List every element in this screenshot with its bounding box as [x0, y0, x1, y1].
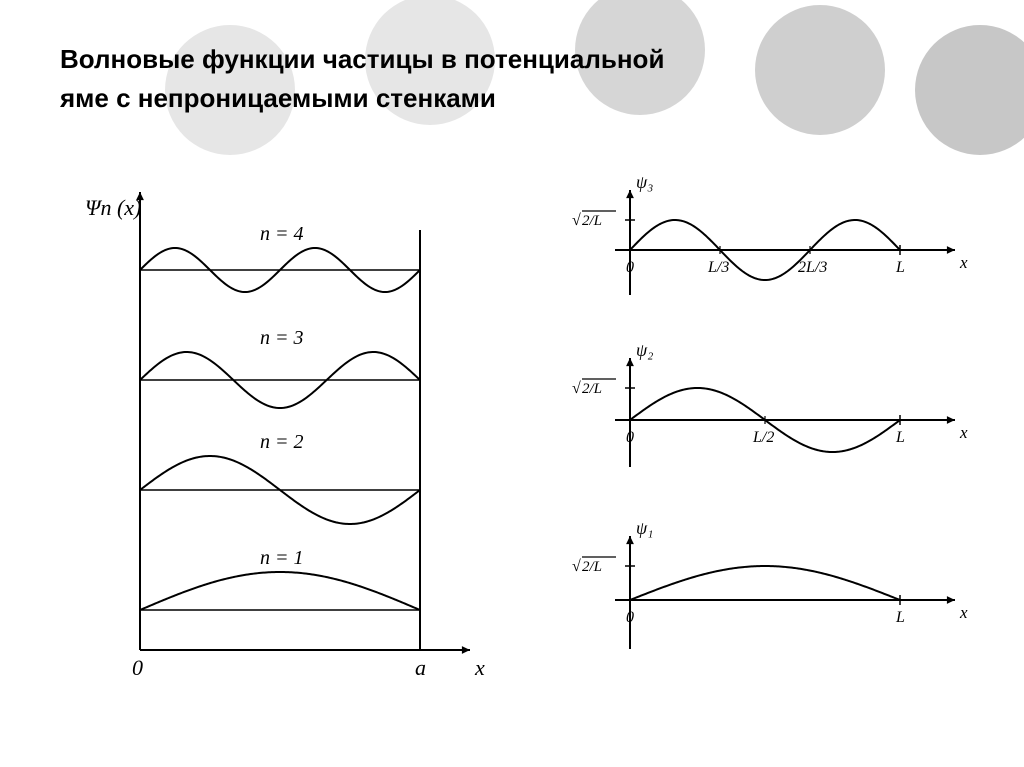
svg-text:√: √ — [572, 212, 581, 229]
svg-text:2L/3: 2L/3 — [798, 259, 827, 276]
svg-text:2/L: 2/L — [582, 213, 602, 229]
svg-text:a: a — [415, 655, 426, 680]
page-title: Волновые функции частицы в потенциальной… — [60, 40, 664, 118]
svg-text:√: √ — [572, 380, 581, 397]
left-wavefunction-chart: Ψn (x) 0 a x n = 4 n = 3 n = 2 n = 1 — [80, 180, 500, 700]
svg-text:2/L: 2/L — [582, 381, 602, 397]
svg-text:x: x — [474, 655, 485, 680]
svg-text:x: x — [959, 253, 968, 272]
svg-text:0: 0 — [626, 429, 634, 446]
svg-text:n = 2: n = 2 — [260, 431, 304, 453]
title-line2: яме с непроницаемыми стенками — [60, 83, 496, 113]
svg-text:0: 0 — [626, 609, 634, 626]
svg-text:ψ₃: ψ₃ — [636, 172, 653, 192]
svg-text:Ψn (x): Ψn (x) — [85, 195, 141, 220]
right-wavefunction-charts: ψ₃√2/L0L/32L/3Lxψ₂√2/L0L/2Lxψ₁√2/L0Lx — [560, 170, 990, 730]
svg-text:ψ₂: ψ₂ — [636, 340, 653, 360]
svg-text:L/2: L/2 — [752, 429, 774, 446]
svg-text:√: √ — [572, 558, 581, 575]
svg-text:L/3: L/3 — [707, 259, 729, 276]
svg-text:n = 1: n = 1 — [260, 547, 304, 569]
svg-text:ψ₁: ψ₁ — [636, 518, 653, 538]
svg-text:x: x — [959, 603, 968, 622]
svg-text:x: x — [959, 423, 968, 442]
decorative-circle — [915, 25, 1024, 155]
decorative-circle — [755, 5, 885, 135]
svg-text:L: L — [895, 429, 905, 446]
title-line1: Волновые функции частицы в потенциальной — [60, 44, 664, 74]
svg-text:L: L — [895, 609, 905, 626]
svg-text:2/L: 2/L — [582, 559, 602, 575]
svg-text:n = 4: n = 4 — [260, 223, 304, 245]
svg-text:0: 0 — [132, 655, 143, 680]
svg-text:0: 0 — [626, 259, 634, 276]
svg-text:L: L — [895, 259, 905, 276]
svg-text:n = 3: n = 3 — [260, 327, 304, 349]
